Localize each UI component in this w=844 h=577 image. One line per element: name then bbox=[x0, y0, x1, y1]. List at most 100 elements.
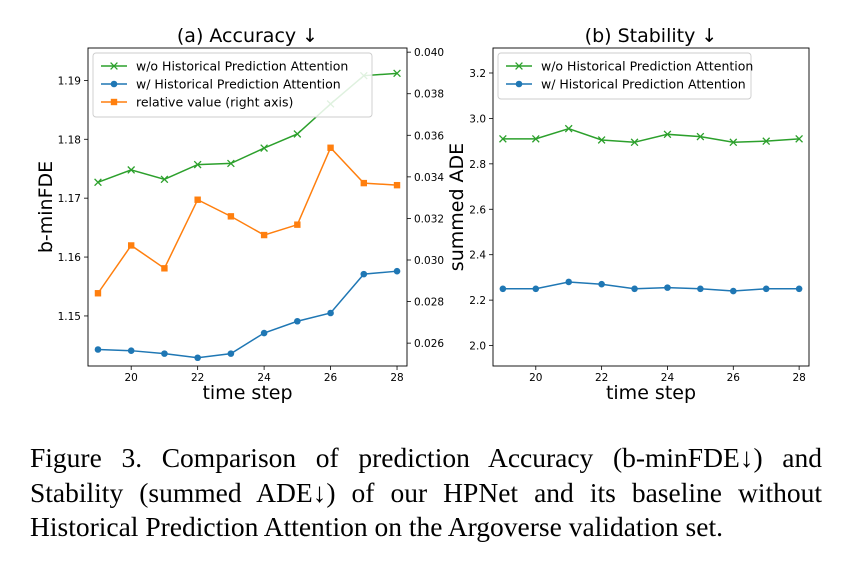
legend: w/o Historical Prediction Attention w/ Hi… bbox=[497, 52, 753, 100]
y-tick-label: 1.16 bbox=[58, 252, 82, 264]
legend-box bbox=[497, 52, 752, 100]
chart-title: (b) Stability ↓ bbox=[585, 25, 718, 47]
figure-charts: (a) Accuracy ↓ 20 22 24 26 28 time step 1.15 1.1… bbox=[35, 25, 810, 404]
legend-box bbox=[92, 52, 373, 118]
series-2-point bbox=[762, 285, 770, 293]
series-1-point bbox=[499, 134, 507, 143]
y-tick-label: 2.6 bbox=[469, 204, 486, 216]
y-tick-label: 1.15 bbox=[58, 311, 81, 323]
x-tick-label: 22 bbox=[191, 372, 204, 384]
series-3-point bbox=[360, 179, 368, 187]
y-right-tick-label: 0.038 bbox=[414, 89, 444, 101]
series-line-1 bbox=[502, 127, 800, 144]
series-2-point bbox=[631, 285, 638, 293]
series-1-point bbox=[663, 130, 672, 139]
y-tick-label: 1.17 bbox=[58, 193, 81, 205]
series-3-point bbox=[327, 144, 334, 151]
y-tick-label: 3.0 bbox=[469, 113, 486, 125]
x-tick-label: 22 bbox=[595, 372, 608, 384]
plot-frame bbox=[492, 47, 810, 367]
y-right-tick-label: 0.030 bbox=[414, 255, 444, 267]
series-1-point bbox=[597, 136, 606, 144]
series-2-point bbox=[393, 267, 401, 275]
legend: w/o Historical Prediction Attention w/ Hi… bbox=[92, 52, 373, 118]
legend-swatch-marker bbox=[110, 80, 118, 88]
series-1-point bbox=[795, 134, 803, 143]
series-1-point bbox=[227, 159, 235, 168]
series-2-point bbox=[194, 354, 201, 362]
series-3-point bbox=[260, 231, 268, 239]
chart-panel-1: (a) Accuracy ↓ 20 22 24 26 28 time step 1.15 1.1… bbox=[35, 25, 444, 404]
y-axis-label: summed ADE bbox=[446, 143, 468, 271]
figure-caption: Figure 3. Comparison of prediction Accur… bbox=[30, 442, 822, 542]
series-1-point bbox=[762, 137, 771, 145]
series-3-point bbox=[94, 290, 102, 297]
series-1-point bbox=[127, 166, 136, 174]
series-3-point bbox=[227, 213, 235, 220]
y-axis-label: b-minFDE bbox=[35, 161, 57, 253]
series-1-point bbox=[94, 178, 102, 187]
series-2-point bbox=[294, 317, 301, 325]
x-axis-label: time step bbox=[202, 382, 292, 404]
legend-swatch-marker bbox=[515, 62, 523, 70]
x-tick-label: 24 bbox=[661, 372, 675, 384]
series-1-point bbox=[696, 132, 705, 141]
series-2-point bbox=[327, 309, 334, 317]
legend-label: w/ Historical Prediction Attention bbox=[541, 77, 746, 92]
y-tick-label: 1.18 bbox=[58, 134, 81, 146]
series-2-point bbox=[499, 285, 507, 293]
series-1-point bbox=[293, 130, 302, 138]
series-3-point bbox=[127, 242, 135, 249]
y-tick-label: 2.2 bbox=[469, 295, 486, 307]
series-2-point bbox=[260, 329, 268, 337]
legend-label: w/o Historical Prediction Attention bbox=[136, 59, 348, 74]
series-1-point bbox=[193, 160, 202, 169]
series-line-2 bbox=[502, 281, 800, 292]
series-2-point bbox=[161, 350, 168, 357]
x-tick-label: 26 bbox=[324, 372, 338, 384]
series-2-point bbox=[598, 280, 605, 288]
legend-label: w/o Historical Prediction Attention bbox=[541, 59, 753, 74]
series-2-point bbox=[795, 285, 803, 293]
series-1-point bbox=[531, 134, 540, 143]
x-tick-label: 20 bbox=[529, 372, 542, 384]
series-3-point bbox=[393, 181, 401, 189]
legend-swatch-marker bbox=[110, 62, 118, 70]
legend-label: relative value (right axis) bbox=[136, 95, 293, 110]
series-2-point bbox=[697, 285, 704, 293]
series-3-point bbox=[161, 265, 168, 272]
x-tick-label: 20 bbox=[125, 372, 138, 384]
series-1-point bbox=[729, 138, 738, 147]
legend-swatch-marker bbox=[110, 98, 118, 106]
x-tick-label: 28 bbox=[390, 372, 403, 384]
y-tick-label: 2.8 bbox=[469, 159, 486, 171]
x-tick-label: 26 bbox=[727, 372, 741, 384]
series-2-point bbox=[532, 285, 540, 293]
y-right-tick-label: 0.026 bbox=[414, 338, 444, 350]
series-3-point bbox=[294, 221, 301, 228]
series-3-point bbox=[194, 196, 201, 203]
series-1-point bbox=[630, 138, 639, 147]
y-tick-label: 2.4 bbox=[469, 250, 486, 262]
series-1-point bbox=[260, 144, 268, 152]
series-line-2 bbox=[97, 270, 398, 359]
series-2-point bbox=[360, 270, 368, 278]
series-2-point bbox=[664, 284, 671, 291]
y-right-tick-label: 0.034 bbox=[414, 172, 444, 184]
x-tick-label: 28 bbox=[792, 372, 805, 384]
x-tick-label: 24 bbox=[257, 372, 271, 384]
chart-panel-2: (b) Stability ↓ 20 22 24 26 28 time step 2.0 2.2… bbox=[446, 25, 810, 404]
series-2-point bbox=[94, 346, 102, 353]
legend-swatch-marker bbox=[515, 80, 523, 88]
y-right-tick-label: 0.032 bbox=[414, 213, 444, 225]
y-right-tick-label: 0.028 bbox=[414, 297, 444, 309]
chart-title: (a) Accuracy ↓ bbox=[177, 25, 318, 47]
x-axis-label: time step bbox=[606, 382, 696, 404]
series-1-point bbox=[393, 69, 401, 78]
series-2-point bbox=[227, 350, 235, 357]
series-1-point bbox=[564, 124, 573, 133]
series-line-3 bbox=[97, 146, 398, 294]
series-2-point bbox=[729, 287, 737, 295]
y-right-tick-label: 0.040 bbox=[414, 47, 444, 59]
